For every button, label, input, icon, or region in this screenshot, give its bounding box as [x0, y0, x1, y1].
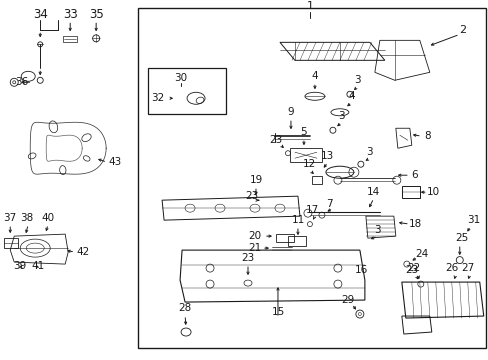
Text: 4: 4: [311, 71, 318, 81]
Text: 21: 21: [248, 243, 261, 253]
Text: 1: 1: [306, 1, 313, 12]
Text: 42: 42: [77, 247, 90, 257]
Text: 32: 32: [151, 93, 164, 103]
Text: 5: 5: [300, 127, 306, 137]
Text: 14: 14: [366, 187, 380, 197]
Text: 10: 10: [427, 187, 440, 197]
Text: 39: 39: [14, 261, 27, 271]
Text: 16: 16: [354, 265, 368, 275]
Text: 36: 36: [16, 77, 29, 87]
Text: 23: 23: [241, 253, 254, 263]
Text: 28: 28: [178, 303, 191, 313]
Text: 27: 27: [460, 263, 473, 273]
Text: 23: 23: [245, 191, 258, 201]
Text: 43: 43: [108, 157, 122, 167]
Text: 11: 11: [291, 215, 304, 225]
Bar: [287, 236, 305, 246]
Text: 3: 3: [374, 225, 380, 235]
Text: 33: 33: [62, 8, 78, 21]
Text: 7: 7: [326, 199, 332, 209]
Text: 18: 18: [408, 219, 422, 229]
Text: 41: 41: [32, 261, 45, 271]
Text: 13: 13: [321, 151, 334, 161]
Text: 3: 3: [338, 111, 345, 121]
Text: 30: 30: [174, 73, 187, 83]
Bar: [401, 186, 419, 198]
Text: 2: 2: [458, 25, 466, 35]
Text: 40: 40: [41, 213, 55, 223]
Text: 19: 19: [249, 175, 262, 185]
Text: 25: 25: [454, 233, 468, 243]
Text: 4: 4: [348, 91, 354, 101]
Text: 22: 22: [407, 263, 420, 273]
Bar: [275, 234, 293, 242]
Text: 31: 31: [466, 215, 479, 225]
Text: 17: 17: [305, 205, 319, 215]
Text: 37: 37: [3, 213, 17, 223]
Text: 12: 12: [303, 159, 316, 169]
Bar: [148, 68, 225, 114]
Text: 9: 9: [287, 107, 294, 117]
Text: 23: 23: [269, 135, 282, 145]
Text: 34: 34: [33, 8, 47, 21]
Text: 15: 15: [271, 307, 284, 317]
Text: 29: 29: [341, 295, 354, 305]
Text: 20: 20: [248, 231, 261, 241]
Text: 3: 3: [366, 147, 372, 157]
Text: 38: 38: [20, 213, 34, 223]
Bar: [138, 8, 485, 348]
Text: 26: 26: [444, 263, 457, 273]
Text: 8: 8: [424, 131, 430, 141]
Text: 6: 6: [411, 170, 417, 180]
Text: 24: 24: [414, 249, 427, 259]
Bar: [311, 176, 321, 184]
Bar: [4, 238, 18, 248]
Text: 3: 3: [354, 75, 361, 85]
Text: 35: 35: [89, 8, 103, 21]
Text: 23: 23: [405, 265, 418, 275]
